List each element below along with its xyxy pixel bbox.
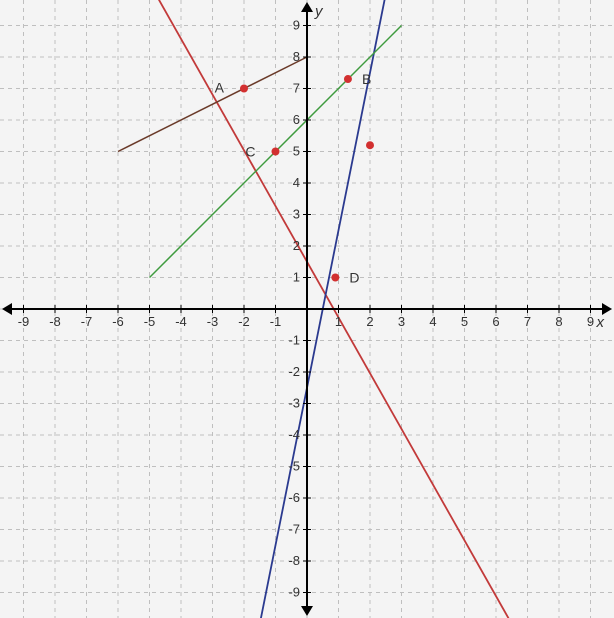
point-marker bbox=[272, 148, 280, 156]
y-tick-label: -4 bbox=[288, 427, 300, 442]
x-tick-label: -8 bbox=[49, 314, 61, 329]
y-tick-label: -5 bbox=[288, 459, 300, 474]
point-marker bbox=[331, 274, 339, 282]
x-tick-label: -5 bbox=[144, 314, 156, 329]
y-tick-label: 9 bbox=[293, 18, 300, 33]
x-tick-label: -3 bbox=[207, 314, 219, 329]
x-tick-label: 2 bbox=[366, 314, 373, 329]
y-tick-label: -2 bbox=[288, 364, 300, 379]
point-marker bbox=[366, 141, 374, 149]
x-tick-label: -9 bbox=[18, 314, 30, 329]
x-axis-label: x bbox=[596, 314, 605, 331]
x-tick-label: -2 bbox=[238, 314, 250, 329]
point-marker bbox=[344, 75, 352, 83]
x-tick-label: 8 bbox=[555, 314, 562, 329]
x-tick-label: 9 bbox=[587, 314, 594, 329]
x-tick-label: -4 bbox=[175, 314, 187, 329]
x-tick-label: 1 bbox=[335, 314, 342, 329]
x-tick-label: -7 bbox=[81, 314, 93, 329]
point-label: D bbox=[349, 270, 359, 286]
y-tick-label: -9 bbox=[288, 585, 300, 600]
y-tick-label: -3 bbox=[288, 396, 300, 411]
x-tick-label: 6 bbox=[492, 314, 499, 329]
x-tick-label: 7 bbox=[524, 314, 531, 329]
y-tick-label: -6 bbox=[288, 490, 300, 505]
y-tick-label: 5 bbox=[293, 144, 300, 159]
y-tick-label: -7 bbox=[288, 522, 300, 537]
y-tick-label: 1 bbox=[293, 270, 300, 285]
x-tick-label: -6 bbox=[112, 314, 124, 329]
point-label: C bbox=[245, 144, 255, 160]
y-tick-label: 8 bbox=[293, 49, 300, 64]
y-tick-label: 7 bbox=[293, 81, 300, 96]
y-tick-label: 6 bbox=[293, 112, 300, 127]
x-tick-label: -1 bbox=[270, 314, 282, 329]
x-tick-label: 5 bbox=[461, 314, 468, 329]
point-marker bbox=[240, 85, 248, 93]
y-tick-label: 4 bbox=[293, 175, 300, 190]
chart-container: -9 -8 -7 -6 -5 -4 -3 -2 -1 1 2 3 4 5 6 7 8 9 -9 -8 -7 -6 -5 -4 -… bbox=[0, 0, 614, 618]
y-tick-label: 2 bbox=[293, 238, 300, 253]
y-tick-label: -8 bbox=[288, 553, 300, 568]
y-tick-label: 3 bbox=[293, 207, 300, 222]
y-tick-label: -1 bbox=[288, 333, 300, 348]
x-tick-label: 3 bbox=[398, 314, 405, 329]
coordinate-chart: -9 -8 -7 -6 -5 -4 -3 -2 -1 1 2 3 4 5 6 7 8 9 -9 -8 -7 -6 -5 -4 -… bbox=[0, 0, 614, 618]
point-label: A bbox=[215, 80, 225, 96]
x-tick-label: 4 bbox=[429, 314, 436, 329]
point-label: B bbox=[362, 71, 371, 87]
